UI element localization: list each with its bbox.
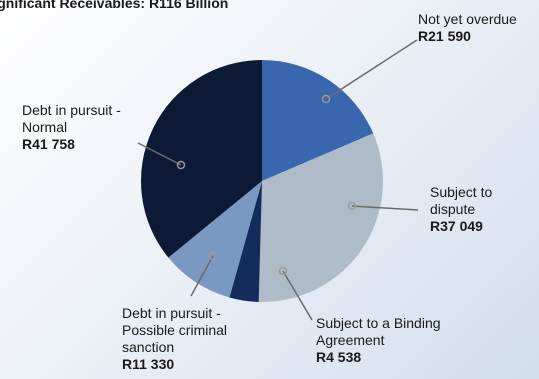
leader-line-3 bbox=[282, 270, 313, 321]
slice-value-2: R37 049 bbox=[430, 218, 483, 234]
leader-line-1 bbox=[325, 39, 418, 100]
slice-label-5: Debt in pursuit -Normal R41 758 bbox=[22, 102, 121, 152]
slice-value-4: R11 330 bbox=[122, 356, 174, 372]
leader-dot-2 bbox=[347, 201, 357, 211]
chart-title: Significant Receivables: R116 Billion bbox=[0, 0, 228, 11]
leader-line-5 bbox=[137, 142, 182, 166]
slice-value-3: R4 538 bbox=[316, 349, 361, 365]
slice-label-3: Subject to a Binding Agreement R4 538 bbox=[316, 315, 441, 365]
slice-value-1: R21 590 bbox=[418, 28, 471, 44]
slice-label-1: Not yet overdue R21 590 bbox=[418, 11, 517, 44]
pie-slice-1 bbox=[262, 60, 374, 181]
pie-slice-4 bbox=[168, 181, 262, 298]
leader-dot-5 bbox=[176, 160, 186, 170]
leader-line-2 bbox=[351, 205, 419, 211]
leader-dot-3 bbox=[278, 266, 288, 276]
pie-slice-5 bbox=[140, 59, 262, 258]
slice-label-4: Debt in pursuit -Possible criminal sancti… bbox=[122, 305, 227, 372]
leader-line-4 bbox=[190, 255, 214, 297]
slice-value-5: R41 758 bbox=[22, 136, 75, 152]
leader-dot-1 bbox=[321, 94, 331, 104]
slice-label-2: Subject to dispute R37 049 bbox=[430, 184, 492, 234]
pie-slices bbox=[140, 59, 384, 302]
pie-slice-2 bbox=[258, 133, 384, 302]
leader-lines bbox=[137, 39, 419, 321]
slice-labels: Not yet overdue R21 590 Subject to dispute R… bbox=[22, 11, 517, 372]
pie-slice-3 bbox=[229, 181, 262, 302]
leader-dot-4 bbox=[208, 251, 218, 261]
